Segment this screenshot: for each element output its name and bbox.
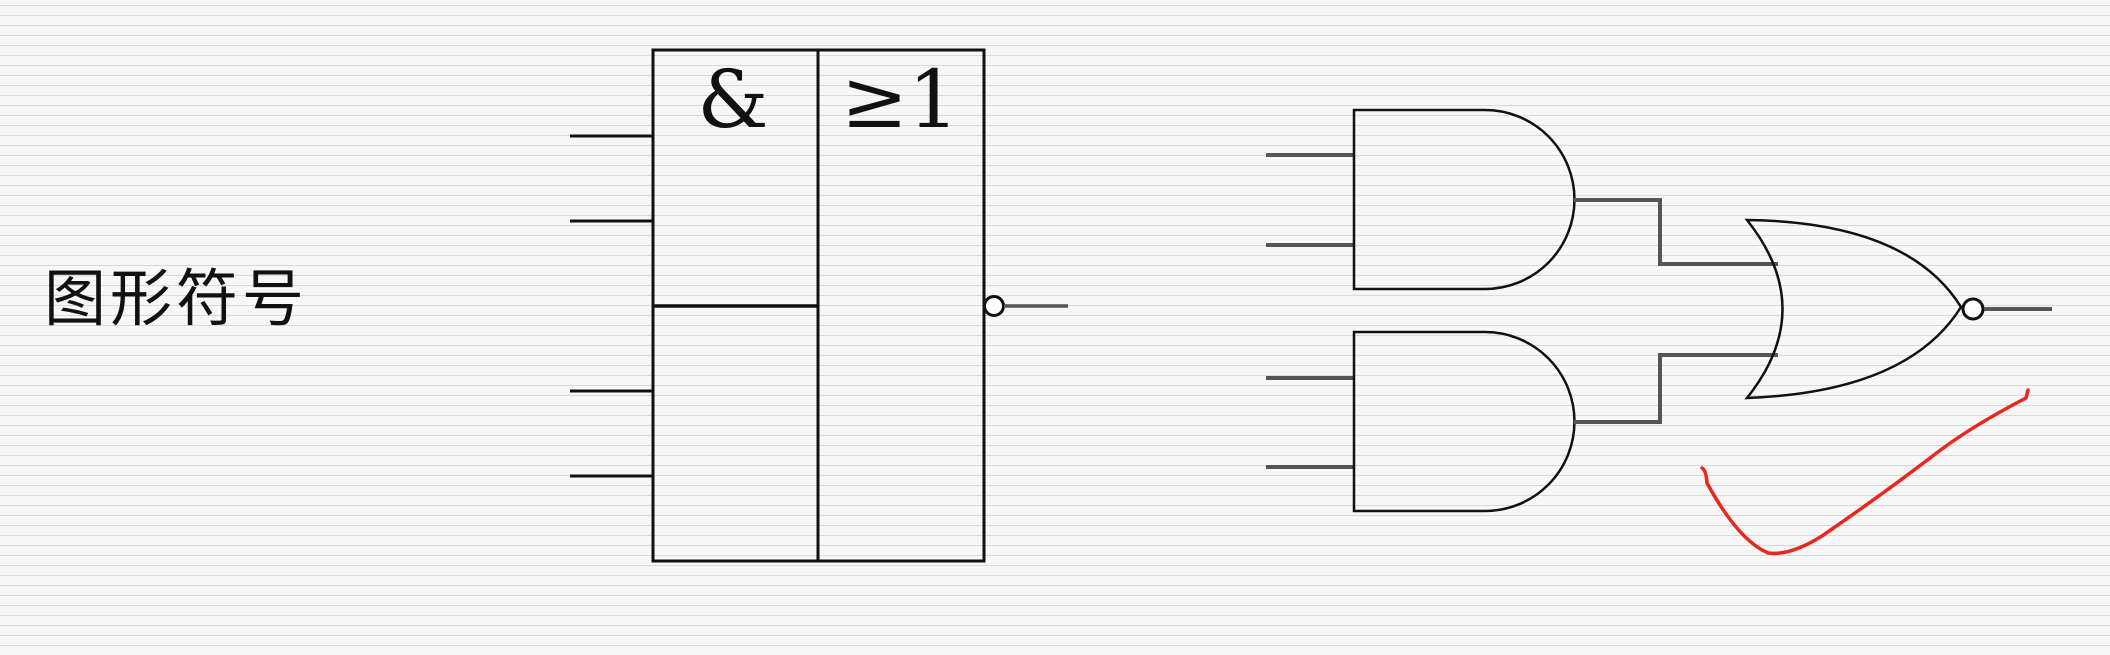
and-gate-1 — [1352, 108, 1576, 291]
nor-gate — [1744, 218, 1963, 400]
and-gate-2 — [1352, 330, 1576, 513]
checkmark-annotation — [1700, 388, 2030, 556]
iec-or-label: ≥1 — [841, 53, 959, 146]
distinctive-aoi-symbol — [1266, 108, 2052, 513]
figure-label: 图形符号 — [44, 262, 309, 335]
and1-to-or-wire — [1574, 198, 1778, 266]
and2-to-or-wire — [1574, 353, 1778, 424]
iec-aoi-symbol: & ≥1 — [570, 48, 1068, 563]
nor-inversion-bubble — [1961, 297, 1985, 321]
iec-inversion-bubble — [983, 295, 1005, 317]
iec-and-label: & — [697, 53, 768, 146]
